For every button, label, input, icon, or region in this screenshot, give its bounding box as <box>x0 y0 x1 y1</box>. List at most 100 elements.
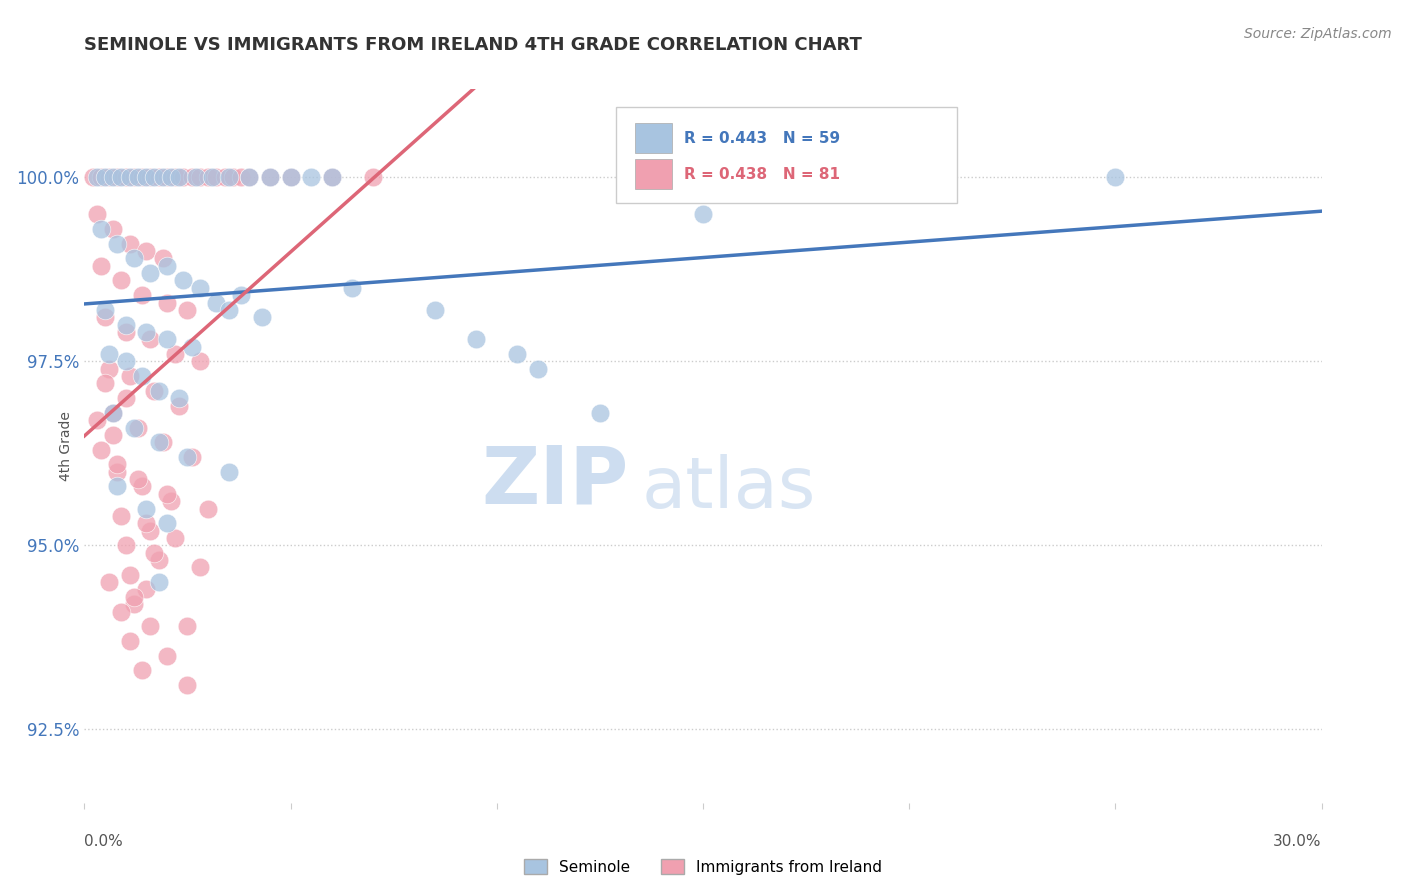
Point <box>114 354 136 368</box>
Point <box>184 170 207 185</box>
Point <box>898 185 921 199</box>
Text: atlas: atlas <box>641 454 815 524</box>
Point <box>188 560 211 574</box>
Point <box>118 634 141 648</box>
Point <box>105 465 128 479</box>
Point <box>139 332 162 346</box>
Point <box>250 310 273 325</box>
Point <box>105 170 128 185</box>
Point <box>188 281 211 295</box>
Point <box>90 170 112 185</box>
Point <box>127 472 149 486</box>
Text: 30.0%: 30.0% <box>1274 834 1322 849</box>
Point <box>90 442 112 457</box>
Point <box>361 170 384 185</box>
Point <box>176 450 198 464</box>
Point <box>188 170 211 185</box>
Point <box>156 648 179 663</box>
Point <box>299 170 322 185</box>
Point <box>205 295 228 310</box>
Point <box>222 170 245 185</box>
Point <box>122 597 145 611</box>
Point <box>110 273 132 287</box>
Point <box>156 332 179 346</box>
Point <box>143 546 166 560</box>
Point <box>214 170 236 185</box>
Point <box>135 325 157 339</box>
Point <box>105 236 128 251</box>
Point <box>160 494 183 508</box>
Point <box>165 347 187 361</box>
Point <box>156 170 179 185</box>
Point <box>148 170 170 185</box>
Point <box>118 369 141 384</box>
Point <box>342 281 364 295</box>
Point <box>139 266 162 280</box>
Point <box>98 347 121 361</box>
Point <box>148 384 170 398</box>
Point <box>167 170 190 185</box>
Point <box>114 325 136 339</box>
Point <box>98 170 121 185</box>
Point <box>82 170 104 185</box>
Point <box>143 384 166 398</box>
Point <box>156 295 179 310</box>
Point <box>135 501 157 516</box>
Point <box>167 391 190 405</box>
Point <box>90 222 112 236</box>
Point <box>131 288 153 302</box>
Point <box>131 170 153 185</box>
Point <box>135 170 157 185</box>
Point <box>218 465 240 479</box>
Point <box>188 354 211 368</box>
Point <box>229 288 252 302</box>
Point <box>1104 170 1126 185</box>
Point <box>122 252 145 266</box>
Point <box>118 236 141 251</box>
Point <box>201 170 224 185</box>
Point <box>197 170 219 185</box>
Point <box>143 170 166 185</box>
Point <box>103 428 125 442</box>
Point <box>172 273 194 287</box>
Text: SEMINOLE VS IMMIGRANTS FROM IRELAND 4TH GRADE CORRELATION CHART: SEMINOLE VS IMMIGRANTS FROM IRELAND 4TH … <box>84 36 862 54</box>
Point <box>98 361 121 376</box>
Point <box>238 170 260 185</box>
Point <box>197 501 219 516</box>
Point <box>86 207 108 221</box>
Point <box>90 259 112 273</box>
Point <box>122 170 145 185</box>
Point <box>122 420 145 434</box>
FancyBboxPatch shape <box>616 107 956 203</box>
Point <box>110 605 132 619</box>
Point <box>465 332 488 346</box>
FancyBboxPatch shape <box>636 123 672 153</box>
Point <box>205 170 228 185</box>
Point <box>86 170 108 185</box>
Point <box>86 413 108 427</box>
Point <box>94 170 117 185</box>
Point <box>103 406 125 420</box>
Point <box>280 170 302 185</box>
Point <box>160 170 183 185</box>
Point <box>98 575 121 590</box>
Point <box>156 516 179 531</box>
Point <box>165 531 187 545</box>
Point <box>259 170 281 185</box>
Point <box>167 399 190 413</box>
Point <box>118 567 141 582</box>
Point <box>131 664 153 678</box>
Point <box>152 170 174 185</box>
Point <box>94 376 117 391</box>
Point <box>165 170 187 185</box>
Point <box>139 170 162 185</box>
Text: R = 0.438   N = 81: R = 0.438 N = 81 <box>685 167 841 182</box>
Point <box>238 170 260 185</box>
Point <box>176 619 198 633</box>
Point <box>172 170 194 185</box>
Text: 0.0%: 0.0% <box>84 834 124 849</box>
Point <box>127 170 149 185</box>
Text: R = 0.443   N = 59: R = 0.443 N = 59 <box>685 131 841 146</box>
Point <box>105 458 128 472</box>
Point <box>321 170 343 185</box>
